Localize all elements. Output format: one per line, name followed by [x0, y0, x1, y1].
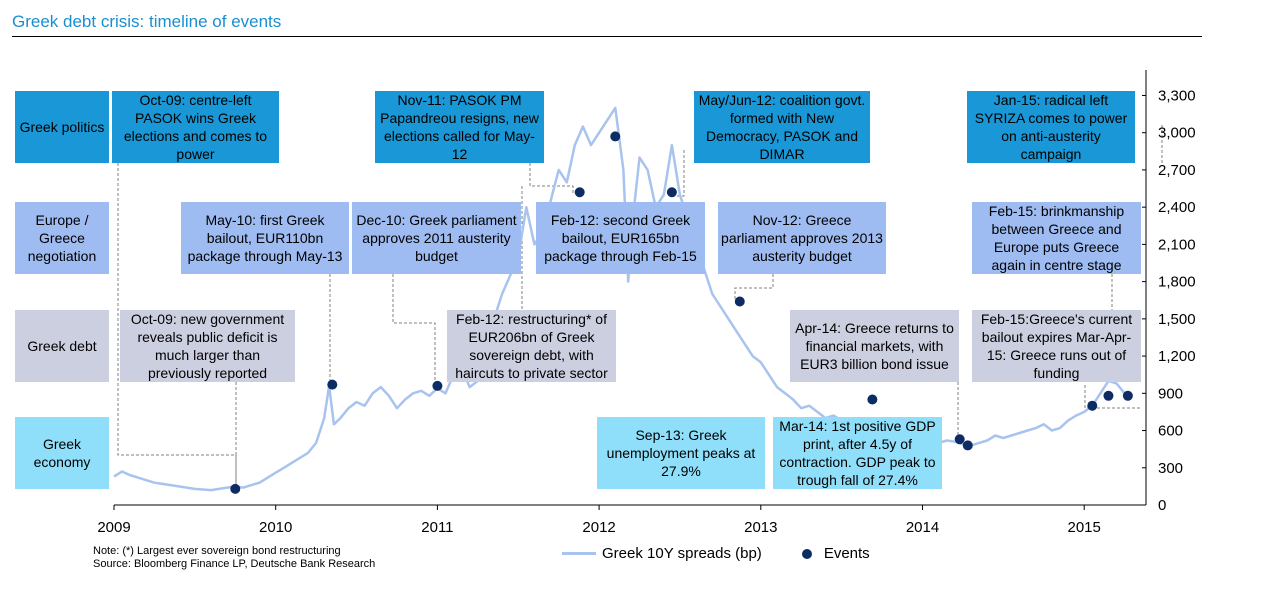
- row-label-europe: Europe / Greece negotiation: [15, 202, 109, 274]
- y-tick-label-3000: 3,000: [1158, 125, 1196, 142]
- y-axis: 0 300 600 900 1,200 1,500 1,800 2,100 2,400 2,700…: [1142, 70, 1196, 514]
- x-tick-label-2012: 2012: [582, 519, 615, 536]
- annotation-may10: May-10: first Greek bailout, EUR110bn pa…: [181, 202, 349, 274]
- row-label-debt: Greek debt: [15, 310, 109, 382]
- chart-title: Greek debt crisis: timeline of events: [12, 12, 282, 31]
- event-point: [954, 434, 965, 445]
- annotation-mayjun12: May/Jun-12: coalition govt. formed with …: [694, 91, 870, 163]
- footnote-note: Note: (*) Largest ever sovereign bond re…: [93, 545, 341, 557]
- annotation-jan15: Jan-15: radical left SYRIZA comes to pow…: [967, 91, 1135, 163]
- row-label-politics: Greek politics: [15, 91, 109, 163]
- footnote-source: Source: Bloomberg Finance LP, Deutsche B…: [93, 558, 376, 570]
- connector-nov11: [529, 163, 574, 195]
- x-tick-label-2011: 2011: [421, 519, 453, 536]
- annotation-oct09-politics: Oct-09: centre-left PASOK wins Greek ele…: [112, 91, 279, 163]
- event-point: [1122, 390, 1133, 401]
- annotation-nov11: Nov-11: PASOK PM Papandreou resigns, new…: [375, 91, 544, 163]
- y-tick-label-2400: 2,400: [1158, 199, 1196, 216]
- event-point: [574, 187, 585, 198]
- event-point: [666, 187, 677, 198]
- y-tick-label-3300: 3,300: [1158, 87, 1196, 104]
- y-tick-label-600: 600: [1158, 423, 1183, 440]
- legend-dot-swatch: [801, 548, 812, 559]
- annotation-oct09-debt: Oct-09: new government reveals public de…: [120, 310, 295, 382]
- annotation-feb15-bailout: Feb-15:Greece's current bailout expires …: [972, 310, 1141, 382]
- x-tick-label-2009: 2009: [97, 519, 130, 536]
- connector-oct09-politics: [117, 163, 237, 488]
- y-tick-label-300: 300: [1158, 460, 1183, 477]
- event-point: [867, 394, 878, 405]
- annotation-nov12: Nov-12: Greece parliament approves 2013 …: [718, 202, 886, 274]
- y-tick-label-900: 900: [1158, 385, 1183, 402]
- event-point: [1103, 390, 1114, 401]
- event-point: [1087, 400, 1098, 411]
- annotation-feb15-brink: Feb-15: brinkmanship between Greece and …: [972, 202, 1141, 274]
- event-point: [230, 483, 241, 494]
- event-point: [610, 131, 621, 142]
- x-tick-label-2014: 2014: [906, 519, 939, 536]
- connector-nov12: [734, 274, 774, 300]
- annotation-dec10: Dec-10: Greek parliament approves 2011 a…: [352, 202, 521, 274]
- event-point: [327, 379, 338, 390]
- annotation-feb12-bailout: Feb-12: second Greek bailout, EUR165bn p…: [536, 202, 705, 274]
- y-tick-label-1800: 1,800: [1158, 274, 1196, 291]
- legend-series-label: Greek 10Y spreads (bp): [602, 545, 762, 562]
- row-label-economy: Greek economy: [15, 417, 109, 489]
- title-divider: [12, 36, 1202, 37]
- annotation-feb12-restructure: Feb-12: restructuring* of EUR206bn of Gr…: [447, 310, 616, 382]
- legend: Greek 10Y spreads (bp) Events: [562, 545, 870, 562]
- connector-feb15-bailout: [1084, 385, 1140, 409]
- legend-line-swatch: [562, 552, 596, 555]
- x-axis: 2009 2010 2011 2012 2013 2014 2015: [97, 504, 1146, 536]
- x-tick-label-2015: 2015: [1068, 519, 1101, 536]
- annotation-mar14: Mar-14: 1st positive GDP print, after 4.…: [773, 417, 942, 489]
- x-tick-label-2010: 2010: [259, 519, 292, 536]
- event-point: [734, 296, 745, 307]
- y-tick-label-1200: 1,200: [1158, 348, 1196, 365]
- connector-lines: [117, 125, 1163, 488]
- y-tick-label-1500: 1,500: [1158, 311, 1196, 328]
- annotation-apr14: Apr-14: Greece returns to financial mark…: [790, 310, 959, 382]
- annotation-sep13: Sep-13: Greek unemployment peaks at 27.9…: [597, 417, 765, 489]
- y-tick-label-2700: 2,700: [1158, 162, 1196, 179]
- connector-dec10: [392, 274, 436, 385]
- y-tick-label-0: 0: [1158, 497, 1166, 514]
- legend-events-label: Events: [823, 545, 870, 562]
- x-tick-label-2013: 2013: [744, 519, 777, 536]
- event-point: [432, 380, 443, 391]
- event-markers: [230, 131, 1133, 494]
- y-tick-label-2100: 2,100: [1158, 236, 1196, 253]
- event-point: [962, 440, 973, 451]
